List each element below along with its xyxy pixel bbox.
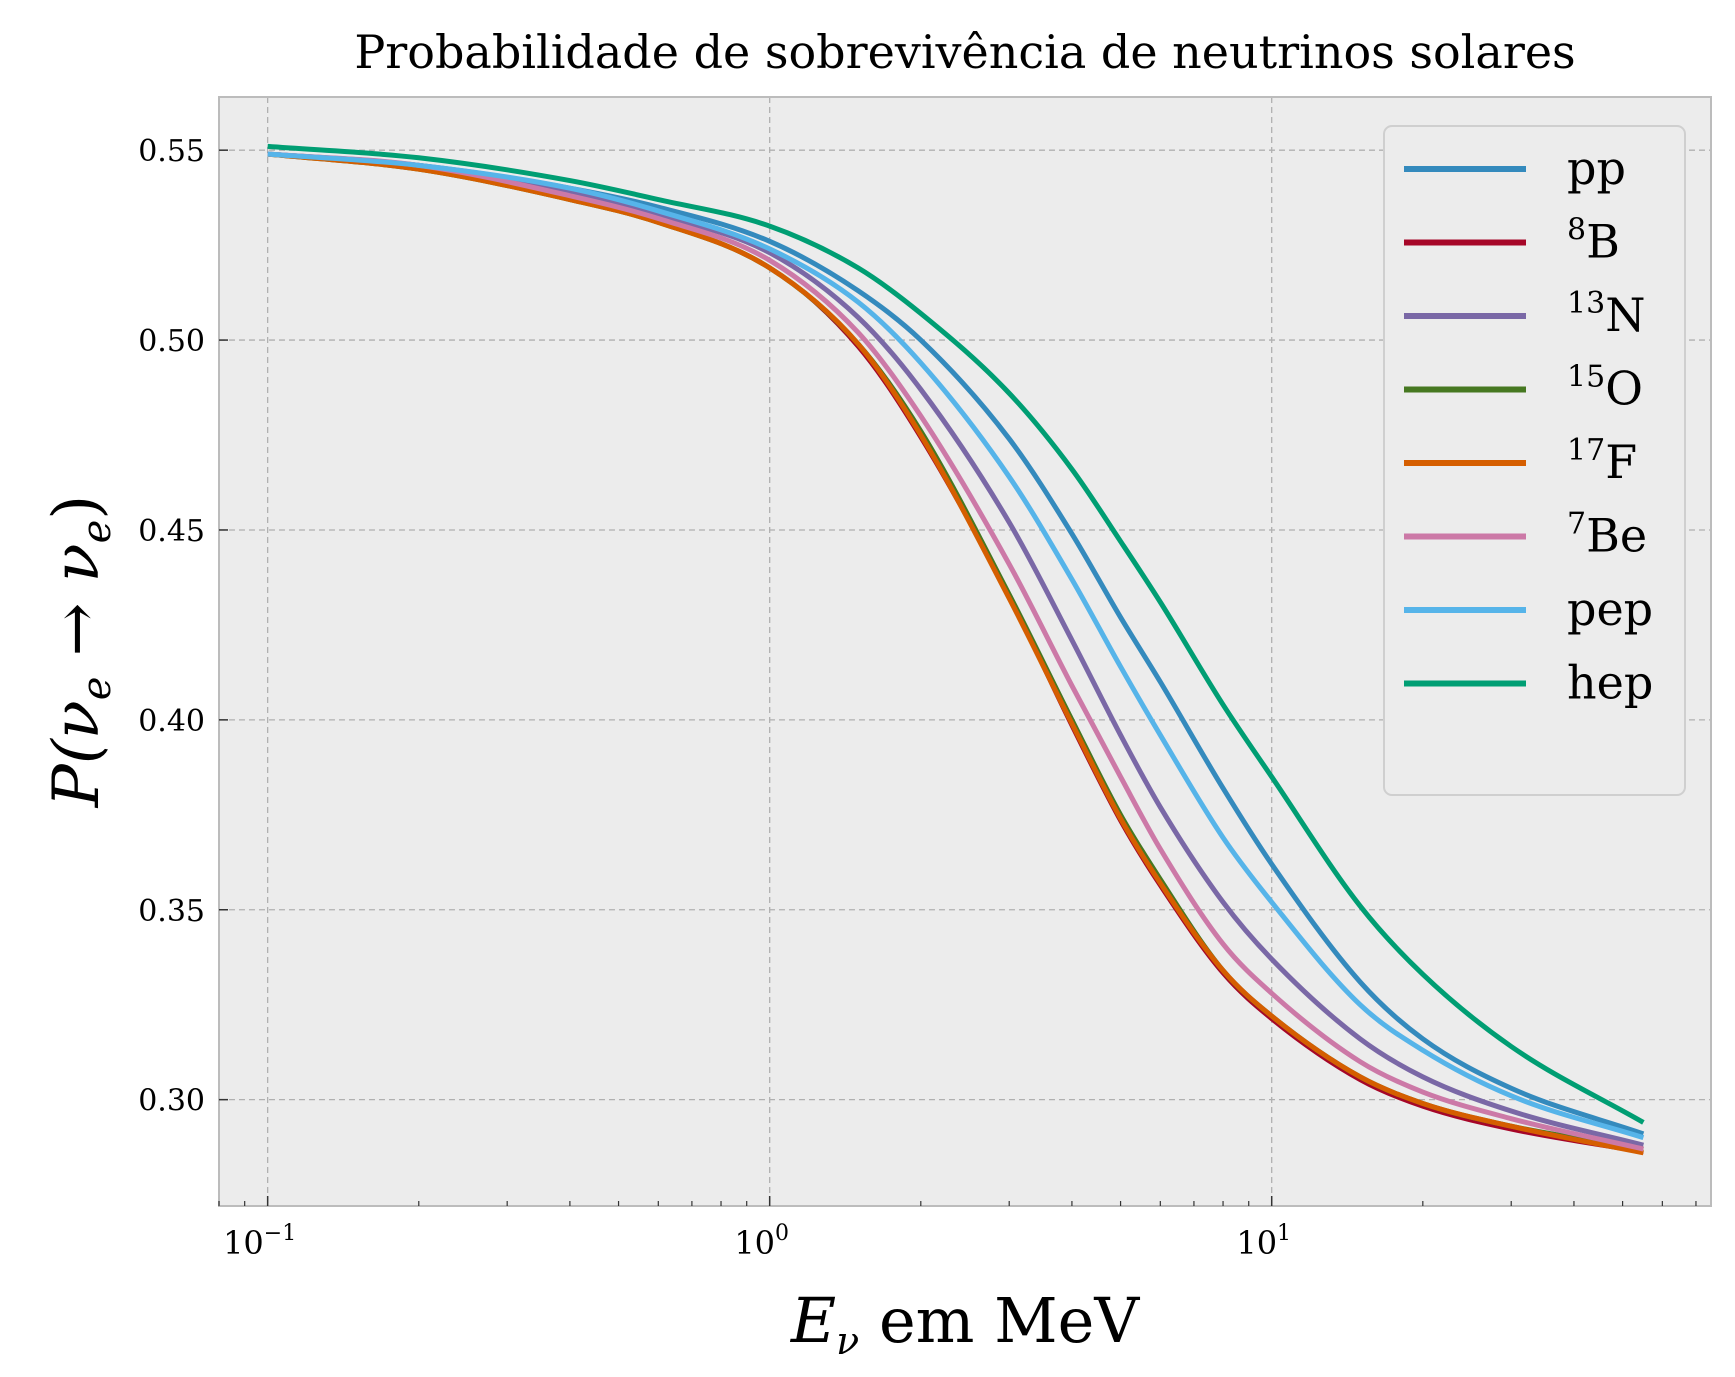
y-axis-label-sub2: e xyxy=(74,520,120,544)
series-line-pep xyxy=(267,151,1645,1141)
x-tick-label: 100 xyxy=(734,1221,789,1262)
y-axis-label-close: ) xyxy=(40,495,114,520)
x-axis-label-subscript: ν xyxy=(836,1319,859,1363)
legend-label-15o: 15O xyxy=(1567,360,1643,416)
x-tick-label-exponent: 1 xyxy=(1277,1221,1291,1246)
legend-label-pep: pep xyxy=(1567,582,1653,636)
legend-label-base: O xyxy=(1605,362,1643,416)
legend-label-base: Be xyxy=(1586,509,1647,563)
y-tick-label: 0.50 xyxy=(138,324,205,359)
y-axis-label: P(νe → νe) xyxy=(40,495,120,808)
plot-frame xyxy=(218,96,1712,1207)
x-tick-label: 10−1 xyxy=(223,1221,296,1262)
series-line-13n xyxy=(267,151,1645,1148)
y-axis-label-sub1: e xyxy=(74,677,120,701)
x-tick-label-base: 10 xyxy=(223,1224,264,1262)
y-tick-label: 0.30 xyxy=(138,1084,205,1119)
y-axis-label-arrow: → xyxy=(40,582,114,676)
legend-label-superscript: 13 xyxy=(1567,286,1605,321)
x-axis-label-unit: em MeV xyxy=(859,1284,1140,1357)
y-tick-label: 0.35 xyxy=(138,894,205,929)
series-line-17f xyxy=(267,151,1644,1156)
legend-label-8b: 8B xyxy=(1567,213,1620,269)
chart-title: Probabilidade de sobrevivência de neutri… xyxy=(354,25,1575,79)
y-axis-label-nu2: ν xyxy=(40,543,114,582)
legend-label-hep: hep xyxy=(1567,656,1653,710)
series-line-hep xyxy=(267,143,1645,1125)
x-axis-ticks: 10−1 100 101 xyxy=(218,1196,1697,1262)
series-line-7be xyxy=(267,151,1644,1152)
legend-label-superscript: 17 xyxy=(1567,433,1605,468)
legend-label-base: N xyxy=(1605,288,1645,342)
x-tick-label-exponent: 0 xyxy=(775,1221,789,1246)
x-tick-label-base: 10 xyxy=(734,1224,775,1262)
legend-label-superscript: 7 xyxy=(1567,507,1586,542)
x-axis-label: Eν em MeV xyxy=(790,1284,1140,1363)
x-tick-label: 101 xyxy=(1236,1221,1291,1262)
series-lines xyxy=(267,143,1645,1156)
legend-label-superscript: 8 xyxy=(1567,213,1586,248)
y-tick-label: 0.55 xyxy=(138,134,205,169)
y-axis-label-p: P( xyxy=(40,737,114,808)
legend-label-base: F xyxy=(1605,435,1637,489)
x-tick-label-base: 10 xyxy=(1236,1224,1277,1262)
x-axis-label-e: E xyxy=(790,1284,836,1357)
legend-label-superscript: 15 xyxy=(1567,360,1605,395)
y-tick-label: 0.40 xyxy=(138,704,205,739)
legend-label-17f: 17F xyxy=(1567,433,1637,489)
legend-label-base: B xyxy=(1586,215,1620,269)
y-axis-ticks: 0.30 0.35 0.40 0.45 0.50 0.55 xyxy=(138,134,228,1119)
legend-label-7be: 7Be xyxy=(1567,507,1647,563)
x-tick-label-exponent: −1 xyxy=(264,1221,296,1246)
legend-label-pp: pp xyxy=(1567,141,1626,195)
legend-box xyxy=(1383,125,1686,796)
legend-label-13n: 13N xyxy=(1567,286,1645,342)
y-tick-label: 0.45 xyxy=(138,514,205,549)
y-axis-label-nu1: ν xyxy=(40,700,114,739)
